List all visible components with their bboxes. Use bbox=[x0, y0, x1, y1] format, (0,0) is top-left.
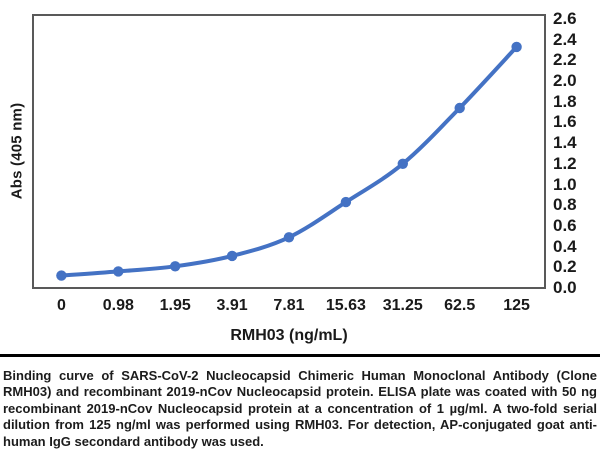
y-tick-label: 0.4 bbox=[553, 236, 577, 256]
y-tick-label: 0.2 bbox=[553, 257, 577, 277]
x-axis-title: RMH03 (ng/mL) bbox=[230, 327, 348, 344]
x-tick-label: 0 bbox=[56, 297, 66, 314]
data-point-marker bbox=[340, 196, 352, 208]
y-tick-label: 2.4 bbox=[553, 29, 577, 49]
x-tick-label: 62.5 bbox=[444, 297, 476, 314]
y-tick-label: 2.0 bbox=[553, 71, 577, 91]
x-tick-label: 3.91 bbox=[216, 297, 248, 314]
x-tick-label: 1.95 bbox=[159, 297, 191, 314]
data-point-marker bbox=[226, 250, 238, 262]
y-tick-label: 2.6 bbox=[553, 9, 577, 28]
x-tick-label: 125 bbox=[503, 297, 530, 314]
data-point-marker bbox=[397, 158, 408, 169]
y-tick-label: 1.8 bbox=[553, 91, 577, 111]
divider-bar bbox=[0, 354, 600, 357]
y-tick-label: 0.0 bbox=[553, 278, 577, 297]
data-point-marker bbox=[511, 41, 522, 53]
data-point-marker bbox=[113, 266, 124, 277]
binding-curve-chart: Abs (405 nm) 0.0 0.2 0.4 0.6 0.8 1.0 1.2 1.4 1.6… bbox=[9, 9, 577, 344]
y-tick-label: 1.0 bbox=[553, 174, 577, 194]
data-point-marker bbox=[170, 261, 181, 272]
y-tick-label: 0.8 bbox=[553, 195, 577, 215]
y-tick-label: 1.4 bbox=[553, 133, 577, 153]
y-tick-label: 0.6 bbox=[553, 215, 577, 235]
figure-caption: Binding curve of SARS-CoV-2 Nucleocapsid… bbox=[3, 368, 597, 449]
x-tick-label: 0.98 bbox=[102, 297, 134, 314]
y-tick-label: 2.2 bbox=[553, 50, 577, 70]
y-tick-label: 1.2 bbox=[553, 153, 577, 173]
plot-frame bbox=[32, 14, 546, 289]
plot-area bbox=[32, 14, 546, 289]
y-tick-label: 1.6 bbox=[553, 112, 577, 132]
x-tick-label: 15.63 bbox=[325, 297, 366, 314]
data-point-marker bbox=[56, 270, 67, 281]
data-point-marker bbox=[454, 102, 465, 114]
data-point-marker bbox=[283, 232, 295, 243]
binding-curve-line bbox=[59, 44, 519, 278]
x-tick-label: 7.81 bbox=[273, 297, 305, 314]
x-tick-label: 31.25 bbox=[382, 297, 423, 314]
